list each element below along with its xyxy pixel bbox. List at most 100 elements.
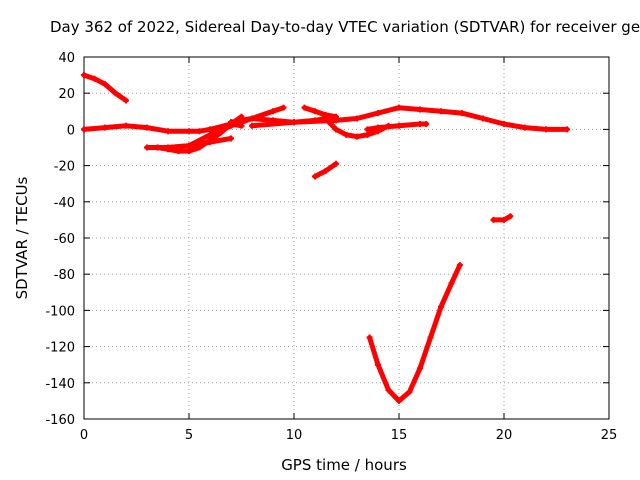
data-point (406, 388, 413, 395)
data-point (343, 131, 350, 138)
x-tick-label: 25 (601, 428, 618, 443)
data-point (366, 334, 373, 341)
data-point (144, 124, 150, 131)
y-tick-label: -60 (54, 232, 75, 247)
data-series (81, 72, 570, 404)
data-point (423, 120, 430, 127)
data-point (438, 303, 444, 310)
data-point (207, 137, 213, 144)
data-point (501, 216, 507, 223)
grid-lines (84, 57, 609, 419)
y-tick-label: 0 (67, 123, 75, 138)
data-point (228, 119, 234, 126)
x-tick-label: 0 (80, 428, 88, 443)
data-point (456, 262, 463, 269)
data-point (123, 122, 129, 129)
data-point (112, 90, 119, 97)
y-tick-label: -40 (54, 196, 75, 211)
data-point (448, 280, 455, 287)
data-point (417, 106, 423, 113)
series-trace (249, 105, 570, 132)
series-s12 (490, 213, 514, 223)
data-point (501, 120, 507, 127)
x-tick-label: 15 (391, 428, 408, 443)
data-point (165, 128, 171, 135)
series-s1 (81, 72, 129, 104)
data-point (417, 120, 423, 127)
y-tick-label: -160 (45, 413, 75, 428)
data-point (417, 365, 423, 372)
data-point (270, 108, 276, 115)
data-point (81, 126, 87, 133)
y-axis-label: SDTVAR / TECUs (13, 176, 31, 300)
data-point (396, 104, 402, 111)
series-s9 (249, 104, 570, 133)
data-point (312, 173, 318, 180)
data-point (385, 387, 392, 394)
data-point (375, 124, 381, 131)
data-point (322, 168, 329, 175)
data-point (480, 115, 486, 122)
data-point (123, 97, 129, 104)
data-point (427, 334, 434, 341)
data-point (186, 128, 192, 135)
data-point (186, 142, 192, 149)
data-point (507, 213, 514, 220)
y-tick-label: -80 (54, 268, 75, 283)
data-point (375, 361, 381, 368)
x-axis-label: GPS time / hours (281, 456, 407, 474)
data-point (81, 72, 87, 79)
data-point (154, 144, 161, 151)
data-point (364, 126, 371, 133)
series-trace (81, 121, 244, 134)
data-point (196, 128, 203, 135)
data-point (364, 131, 371, 138)
series-s7 (301, 104, 339, 120)
data-point (207, 131, 213, 138)
x-tick-label: 20 (496, 428, 513, 443)
data-point (175, 148, 182, 155)
y-tick-label: -120 (45, 341, 75, 356)
data-point (396, 122, 402, 129)
data-point (280, 104, 287, 111)
data-point (144, 144, 150, 151)
data-point (196, 144, 203, 151)
y-tick-label: -100 (45, 304, 75, 319)
series-s5 (165, 104, 287, 151)
y-tick-label: -20 (54, 160, 75, 175)
data-point (249, 115, 255, 122)
data-point (522, 124, 528, 131)
data-point (91, 75, 98, 82)
data-point (301, 104, 308, 111)
series-trace (302, 105, 339, 120)
data-point (354, 133, 360, 140)
data-point (459, 110, 465, 117)
series-s11 (312, 160, 339, 180)
y-tick-label: 20 (58, 87, 75, 102)
data-point (333, 160, 339, 167)
x-tick-label: 5 (185, 428, 193, 443)
data-point (249, 122, 255, 129)
data-point (543, 126, 549, 133)
data-point (564, 126, 570, 133)
data-point (490, 216, 497, 223)
data-point (312, 108, 318, 115)
y-tick-label: -140 (45, 377, 75, 392)
data-point (438, 108, 444, 115)
data-point (102, 124, 108, 131)
data-point (375, 110, 381, 117)
data-point (165, 144, 171, 151)
data-point (291, 119, 297, 126)
series-trace (81, 72, 129, 103)
y-tick-label: 40 (58, 51, 75, 66)
data-point (396, 397, 402, 404)
data-point (333, 126, 339, 133)
plot-frame (83, 56, 610, 420)
series-trace (367, 262, 463, 404)
series-s13 (366, 262, 463, 404)
chart-title: Day 362 of 2022, Sidereal Day-to-day VTE… (50, 18, 640, 36)
data-point (207, 126, 213, 133)
axis-ticks: 0 5 10 15 20 25 -160 -140 -120 -100 -80 -60 -40 -20 0 2… (45, 51, 617, 443)
data-point (228, 135, 234, 142)
series-s10 (364, 120, 430, 133)
